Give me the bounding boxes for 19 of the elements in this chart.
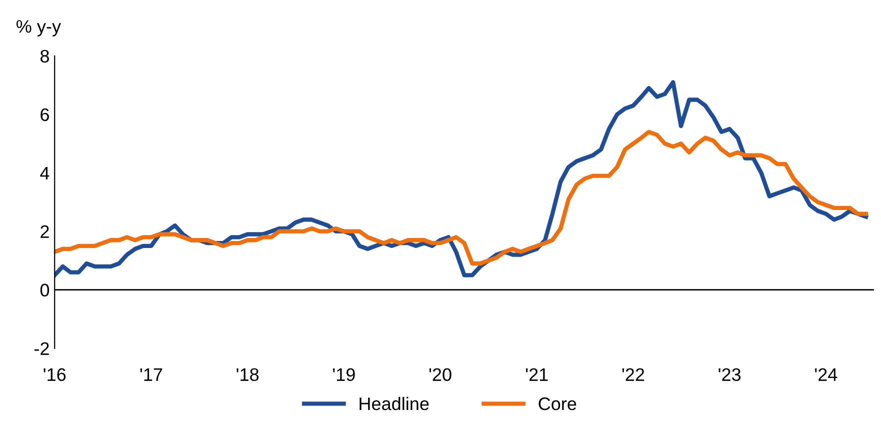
legend-label: Core: [538, 397, 576, 410]
legend-label: Headline: [360, 396, 429, 410]
x-tick-label: '22: [622, 368, 644, 381]
x-tick-label: '23: [718, 368, 741, 382]
y-tick-label: 6: [40, 108, 49, 122]
y-axis-title: % y-y: [16, 20, 61, 36]
y-tick-label: 2: [40, 225, 49, 238]
y-tick-label: 4: [40, 166, 50, 180]
x-tick-label: '19: [333, 368, 355, 382]
y-tick-label: 0: [40, 284, 50, 297]
y-tick-label: -2: [34, 342, 49, 355]
x-tick-label: '21: [526, 368, 548, 381]
x-tick-label: '24: [815, 368, 838, 381]
x-tick-label: '16: [44, 368, 66, 382]
x-tick-label: '20: [429, 368, 452, 382]
y-tick-label: 8: [40, 50, 49, 63]
x-tick-label: '17: [140, 368, 162, 381]
x-tick-label: '18: [236, 368, 259, 382]
line-series: [54, 130, 868, 266]
